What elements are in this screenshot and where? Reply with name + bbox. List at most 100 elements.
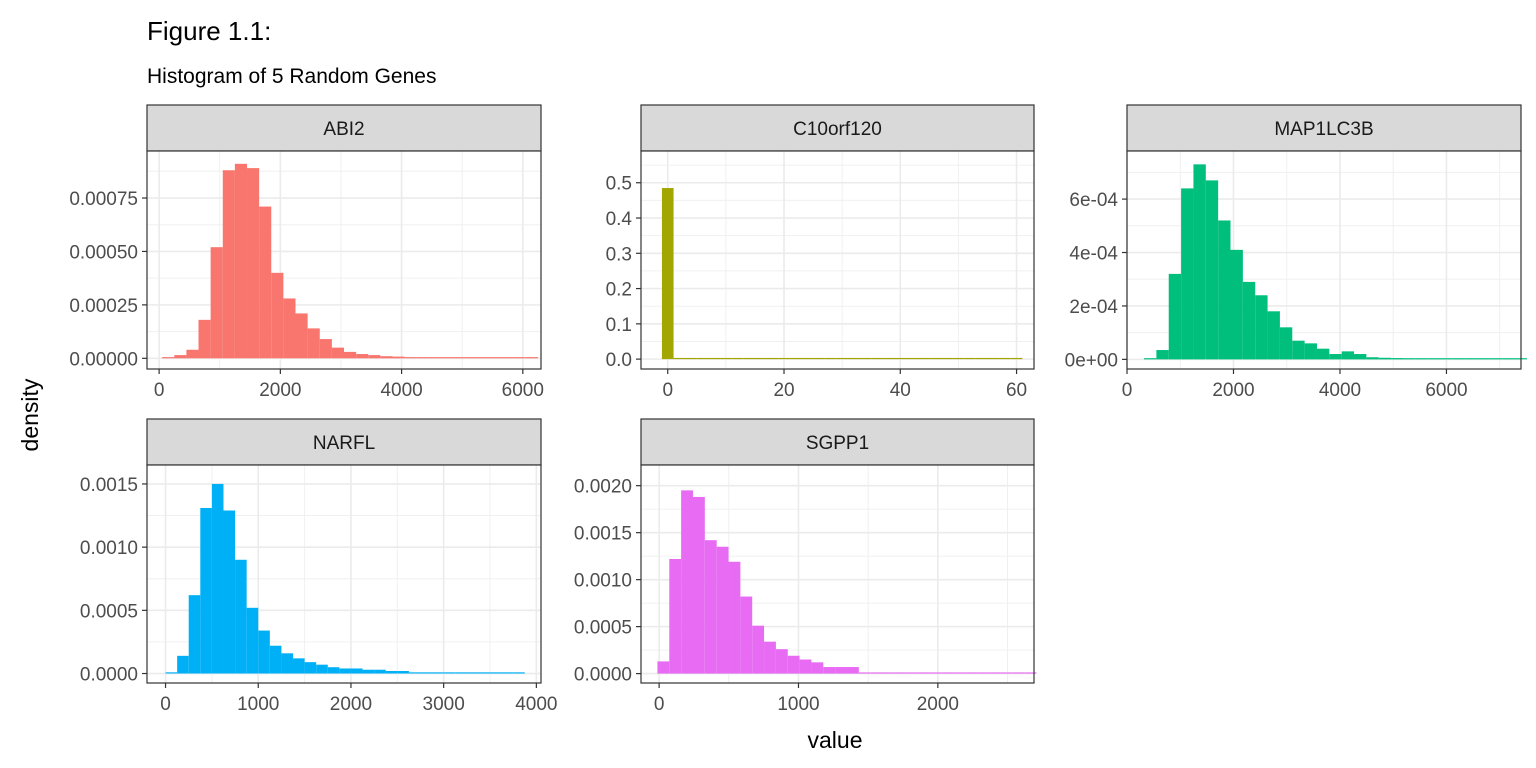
histogram-bar (234, 163, 248, 359)
y-tick-label: 2e-04 (1069, 297, 1118, 318)
histogram-bar (965, 672, 978, 674)
histogram-bar (1477, 358, 1490, 360)
histogram-bar (258, 630, 270, 674)
histogram-bar (1452, 358, 1466, 360)
y-tick-label: 0.1 (606, 315, 632, 336)
histogram-bar (501, 357, 514, 359)
histogram-bar (1012, 672, 1025, 674)
histogram-bar (669, 558, 682, 674)
x-tick-label: 0 (154, 380, 165, 401)
histogram-bar (1218, 220, 1231, 360)
histogram-bar (813, 357, 825, 360)
x-tick-label: 0 (654, 694, 665, 715)
x-tick-label: 2000 (1212, 380, 1254, 401)
histogram-bar (1292, 340, 1305, 360)
histogram-bar (1304, 343, 1317, 360)
histogram-bar (331, 347, 344, 359)
histogram-bar (964, 357, 976, 360)
histogram-bar (752, 625, 765, 674)
histogram-bar (906, 357, 918, 360)
histogram-bar (489, 357, 502, 359)
histogram-bar (941, 672, 954, 674)
histogram-bar (836, 357, 848, 360)
histogram-bar (316, 664, 328, 674)
histogram-bar (404, 357, 417, 359)
histogram-bar (490, 672, 502, 674)
x-tick-label: 0 (662, 380, 673, 401)
histogram-bar (465, 357, 478, 359)
histogram-bar (870, 672, 883, 674)
y-tick-label: 0.0010 (80, 538, 138, 559)
histogram-bar (731, 357, 744, 360)
histogram-bar (894, 357, 907, 360)
x-tick-label: 2000 (259, 380, 301, 401)
x-tick-label: 2000 (917, 694, 959, 715)
histogram-bar (716, 546, 729, 674)
histogram-bar (259, 206, 272, 359)
histogram-bar (392, 356, 405, 359)
histogram-bar (661, 188, 674, 360)
histogram-bar (1230, 249, 1243, 360)
histogram-bar (882, 672, 895, 674)
x-tick-label: 4000 (1319, 380, 1361, 401)
histogram-bar (186, 349, 199, 359)
histogram-bar (211, 483, 224, 674)
figure-title: Figure 1.1: (147, 16, 271, 46)
y-tick-label: 0.0000 (80, 665, 138, 686)
histogram-bar (210, 247, 223, 359)
histogram-bar (1024, 672, 1037, 674)
y-tick-label: 0.00075 (69, 189, 138, 210)
panel-border (146, 464, 542, 684)
histogram-bar (432, 672, 444, 674)
histogram-bar (754, 357, 767, 360)
histogram-bar (1316, 348, 1330, 360)
histogram-bar (304, 662, 317, 674)
histogram-bar (1010, 357, 1023, 360)
histogram-bar (283, 298, 296, 359)
histogram-bar (428, 357, 441, 359)
histogram-bar (247, 168, 260, 359)
histogram-bar (1415, 358, 1429, 360)
histogram-bar (859, 357, 872, 360)
histogram-bar (1354, 354, 1367, 360)
x-tick-label: 60 (1006, 380, 1027, 401)
x-tick-label: 2000 (330, 694, 372, 715)
x-tick-label: 6000 (502, 380, 544, 401)
histogram-bar (918, 672, 930, 674)
histogram-bar (787, 655, 800, 674)
facet-panel: SGPP1 0 1000 2000 0.0000 0.0005 0.0010 0.0015 0.… (574, 418, 1037, 715)
histogram-bar (466, 672, 479, 674)
histogram-bar (708, 357, 721, 360)
panel-border (1126, 150, 1522, 370)
histogram-bar (975, 357, 988, 360)
facet-strip-label: C10orf120 (793, 119, 882, 140)
histogram-bar (362, 669, 375, 674)
x-tick-label: 4000 (515, 694, 557, 715)
facet-strip-label: NARFL (313, 433, 375, 454)
y-tick-label: 0.0015 (574, 524, 632, 545)
histogram-bar (1181, 188, 1194, 360)
y-tick-label: 0.0 (606, 350, 632, 371)
histogram-bar (350, 668, 363, 674)
y-tick-label: 0.2 (606, 280, 632, 301)
histogram-bar (477, 357, 490, 359)
panel-border (146, 150, 542, 370)
histogram-bar (525, 357, 538, 359)
histogram-bar (269, 645, 282, 674)
histogram-bar (281, 653, 294, 674)
y-tick-label: 0.00025 (69, 296, 138, 317)
histogram-bar (1366, 357, 1379, 360)
y-axis-title: density (17, 378, 43, 451)
histogram-bar (420, 672, 433, 674)
histogram-bar (1341, 351, 1355, 360)
x-tick-label: 0 (1122, 380, 1133, 401)
y-tick-label: 4e-04 (1069, 244, 1118, 265)
x-tick-label: 6000 (1425, 380, 1467, 401)
panel-border (640, 150, 1035, 370)
histogram-bar (344, 351, 357, 359)
histogram-bar (222, 170, 235, 359)
x-tick-label: 1000 (777, 694, 819, 715)
x-tick-label: 3000 (423, 694, 465, 715)
